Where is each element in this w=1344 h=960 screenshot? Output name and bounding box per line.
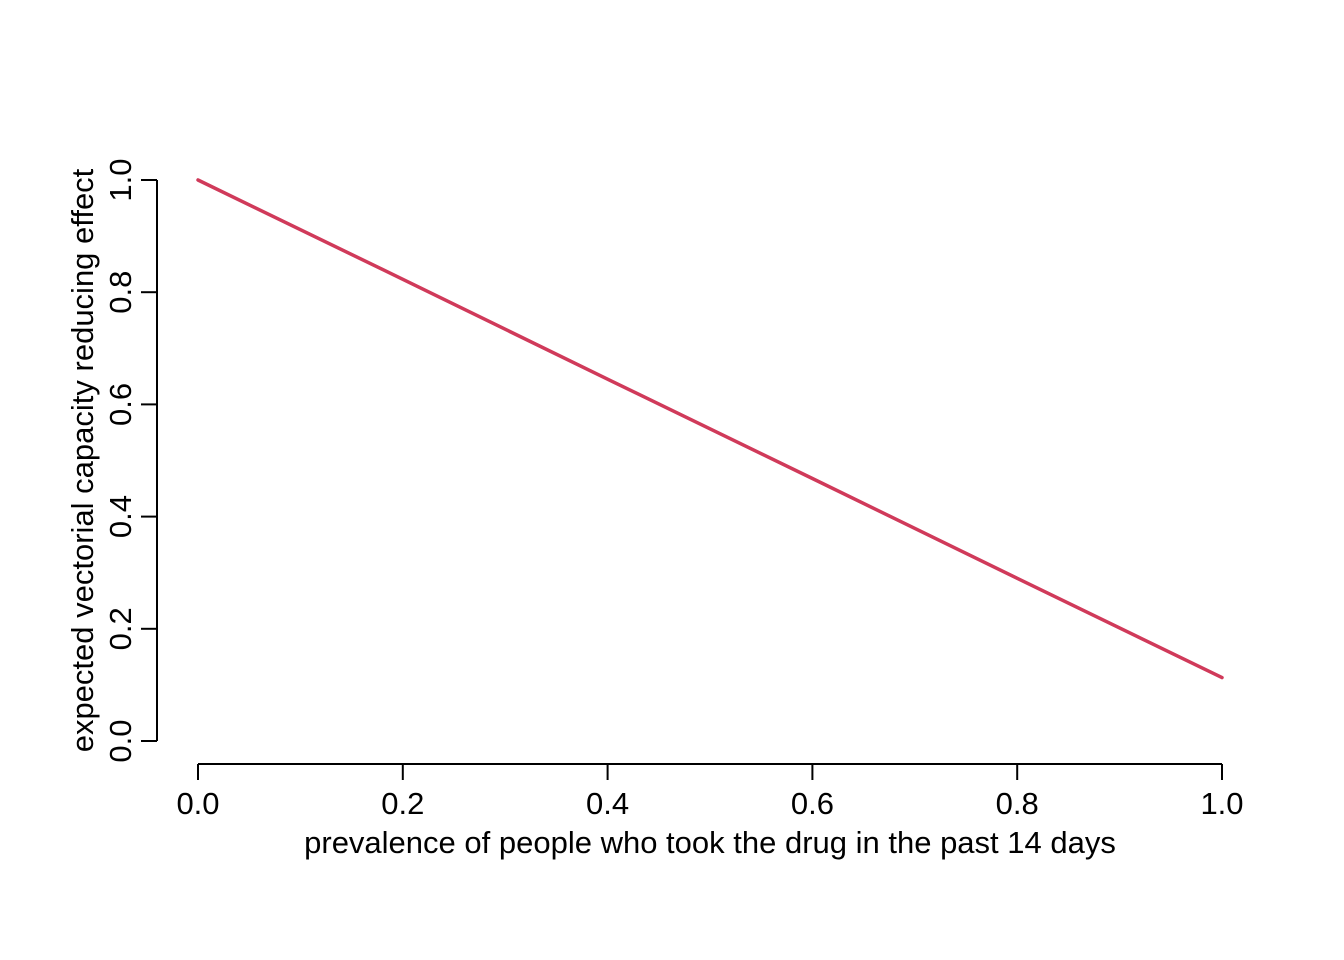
x-tick-label: 1.0: [1200, 786, 1243, 821]
series-line: [196, 178, 1224, 680]
x-tick-label: 0.0: [176, 786, 219, 821]
x-tick-label: 0.2: [381, 786, 424, 821]
x-tick-label: 0.4: [586, 786, 629, 821]
y-tick-label: 0.2: [103, 607, 138, 650]
x-axis-title: prevalence of people who took the drug i…: [304, 825, 1116, 860]
y-tick-label: 0.0: [103, 719, 138, 762]
x-tick-label: 0.6: [791, 786, 834, 821]
y-tick-label: 0.4: [103, 495, 138, 538]
y-tick-label: 0.6: [103, 383, 138, 426]
y-tick-label: 1.0: [103, 158, 138, 201]
x-tick-label: 0.8: [996, 786, 1039, 821]
y-axis: 0.0 0.2 0.4 0.6 0.8 1.0: [103, 158, 158, 763]
y-axis-title: expected vectorial capacity reducing eff…: [65, 168, 100, 752]
plot-series: [196, 178, 1224, 680]
x-axis: 0.0 0.2 0.4 0.6 0.8 1.0: [176, 763, 1244, 821]
y-tick-label: 0.8: [103, 271, 138, 314]
